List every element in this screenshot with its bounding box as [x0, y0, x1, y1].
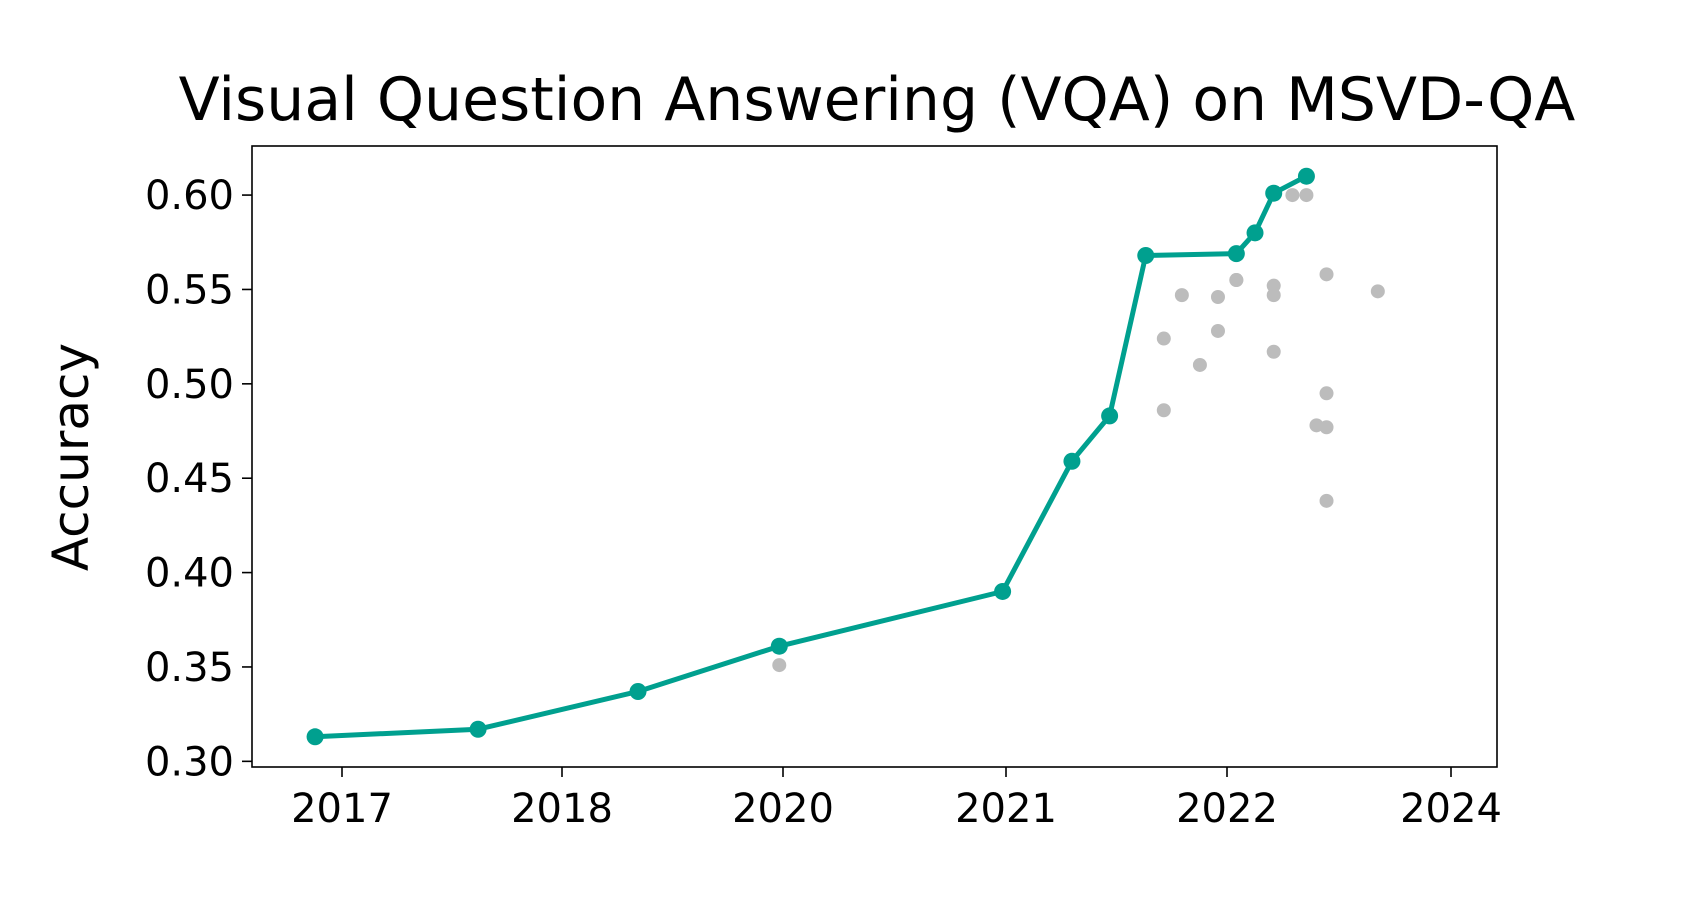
other-result-point [1266, 278, 1281, 293]
frontier-point [469, 720, 487, 738]
frontier-point [1227, 245, 1245, 263]
x-tick-label: 2018 [511, 786, 613, 832]
frontier-point [1063, 452, 1081, 470]
frontier-point [1265, 184, 1283, 202]
chart-title: Visual Question Answering (VQA) on MSVD-… [179, 65, 1576, 135]
y-tick-label: 0.60 [145, 173, 234, 219]
other-result-point [1319, 420, 1334, 435]
frontier-point [1137, 246, 1155, 264]
other-result-point [1319, 267, 1334, 282]
other-result-point [1229, 273, 1244, 288]
other-result-point [1210, 323, 1225, 338]
other-results-layer [772, 188, 1385, 673]
y-tick-label: 0.40 [145, 551, 234, 597]
y-tick-label: 0.50 [145, 362, 234, 408]
other-result-point [1299, 188, 1314, 203]
y-tick-label: 0.30 [145, 739, 234, 785]
frontier-point [629, 682, 647, 700]
other-result-point [1266, 344, 1281, 359]
frontier-point [1246, 224, 1264, 242]
other-result-point [1370, 284, 1385, 299]
y-tick-label: 0.45 [145, 456, 234, 502]
other-result-point [1192, 357, 1207, 372]
other-result-point [1319, 493, 1334, 508]
frontier-point [770, 637, 788, 655]
frontier-layer [306, 167, 1315, 746]
other-result-point [1174, 288, 1189, 303]
x-tick-label: 2022 [1176, 786, 1278, 832]
other-result-point [1319, 386, 1334, 401]
other-result-point [1210, 290, 1225, 305]
y-axis-label: Accuracy [42, 343, 100, 571]
frontier-point [306, 728, 324, 746]
x-tick-label: 2017 [291, 786, 393, 832]
x-tick-label: 2021 [955, 786, 1057, 832]
frontier-point [1101, 407, 1119, 425]
other-result-point [1156, 331, 1171, 346]
frontier-point [1297, 167, 1315, 185]
other-result-point [772, 658, 787, 673]
x-tick-label: 2020 [732, 786, 834, 832]
plot-frame [251, 145, 1498, 768]
y-tick-label: 0.55 [145, 267, 234, 313]
other-result-point [1156, 403, 1171, 418]
x-tick-label: 2024 [1400, 786, 1502, 832]
y-tick-label: 0.35 [145, 645, 234, 691]
tick-layer: 0.30 0.35 0.40 0.45 0.50 0.55 0.60 2017 2018 2020… [145, 173, 1502, 832]
other-result-point [1285, 188, 1300, 203]
frontier-point [994, 582, 1012, 600]
